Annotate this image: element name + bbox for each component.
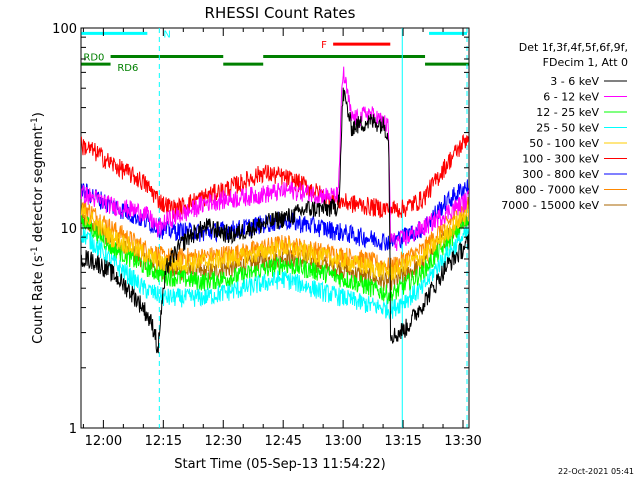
flag-label: RD6: [117, 63, 138, 74]
y-label-main: Count Rate (s: [31, 255, 46, 344]
legend-label: 12 - 25 keV: [536, 106, 599, 119]
legend-header-line2: FDecim 1, Att 0: [543, 56, 628, 69]
x-axis-ticks: 12:00 12:15 12:30 12:45 13:00 13:15 13:30: [82, 28, 482, 449]
y-label-end: ): [31, 112, 46, 117]
flag-label: RD0: [83, 53, 104, 64]
footer-timestamp: 22-Oct-2021 05:41: [558, 467, 634, 476]
series-line: [80, 204, 469, 281]
series-line: [80, 66, 469, 252]
chart-title: RHESSI Count Rates: [205, 4, 356, 22]
x-tick-label: 12:00: [85, 434, 122, 449]
y-tick-label: 100: [52, 22, 77, 37]
legend-label: 100 - 300 keV: [522, 153, 599, 166]
y-label-mid: detector segment: [31, 126, 46, 246]
y-axis-label: Count Rate (s-1 detector segment-1): [30, 112, 46, 344]
y-axis-ticks: 1 10 100: [52, 22, 469, 437]
series-line: [80, 214, 469, 305]
x-tick-label: 13:15: [384, 434, 421, 449]
flag-bars: N RD0 RD6 F: [81, 29, 469, 74]
series-lines: [80, 66, 469, 354]
legend: Det 1f,3f,4f,5f,6f,9f, FDecim 1, Att 0 3…: [501, 41, 628, 212]
flag-label: F: [321, 40, 327, 51]
series-line: [80, 226, 469, 321]
x-tick-label: 12:45: [264, 434, 301, 449]
legend-label: 25 - 50 keV: [536, 122, 599, 135]
y-tick-label: 1: [69, 422, 77, 437]
x-axis-label: Start Time (05-Sep-13 11:54:22): [174, 457, 385, 472]
x-tick-label: 13:00: [324, 434, 361, 449]
legend-label: 50 - 100 keV: [529, 137, 599, 150]
series-line: [80, 133, 469, 220]
legend-label: 800 - 7000 keV: [515, 184, 599, 197]
x-tick-label: 12:15: [145, 434, 182, 449]
flag-label: N: [163, 29, 170, 40]
series-line: [80, 87, 469, 354]
x-tick-label: 12:30: [205, 434, 242, 449]
x-tick-label: 13:30: [444, 434, 481, 449]
legend-label: 6 - 12 keV: [543, 91, 599, 104]
legend-items: 3 - 6 keV 6 - 12 keV 12 - 25 keV 25 - 50 ke…: [501, 75, 627, 212]
y-tick-label: 10: [60, 222, 77, 237]
legend-label: 300 - 800 keV: [522, 168, 599, 181]
legend-header-line1: Det 1f,3f,4f,5f,6f,9f,: [519, 41, 628, 54]
legend-label: 7000 - 15000 keV: [501, 199, 599, 212]
y-label-sup2: -1: [30, 117, 40, 126]
legend-label: 3 - 6 keV: [550, 75, 599, 88]
y-label-sup1: -1: [30, 246, 40, 255]
